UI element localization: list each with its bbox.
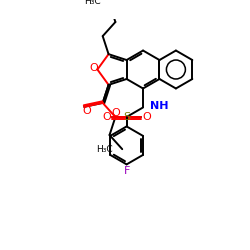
Text: F: F xyxy=(124,166,130,176)
Text: H₃C: H₃C xyxy=(84,0,101,6)
Text: H₃C: H₃C xyxy=(96,145,112,154)
Text: NH: NH xyxy=(150,101,169,111)
Text: O: O xyxy=(82,106,91,116)
Text: O: O xyxy=(90,63,98,73)
Text: S: S xyxy=(123,112,130,122)
Text: O: O xyxy=(111,108,120,118)
Text: O: O xyxy=(102,112,111,122)
Text: O: O xyxy=(142,112,151,122)
